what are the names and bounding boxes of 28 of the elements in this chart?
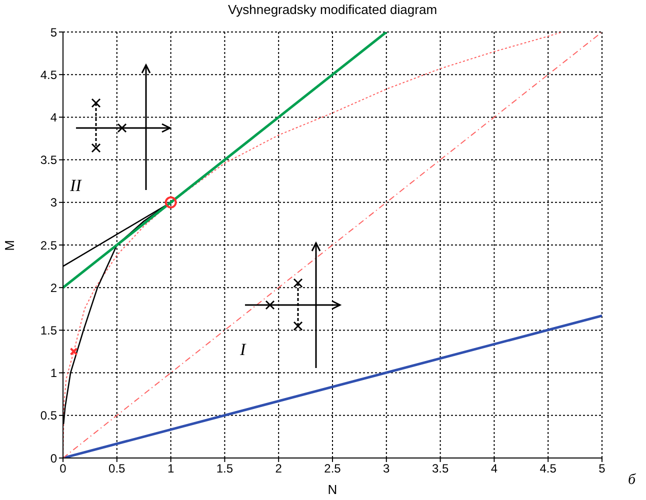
y-tick-label: 3	[50, 196, 58, 210]
y-tick-label: 1	[50, 366, 58, 380]
annotation: II	[70, 176, 82, 196]
x-tick-label: 3.5	[432, 462, 449, 476]
y-axis-title: M	[2, 240, 17, 251]
x-tick-label: 2	[275, 462, 282, 476]
y-tick-label: 2	[50, 280, 58, 295]
x-tick-label: 4	[490, 462, 498, 476]
x-tick-label: 1.5	[216, 462, 234, 476]
y-tick-label: 3.5	[40, 153, 58, 168]
x-axis-title: N	[326, 482, 338, 497]
y-tick-label: 2.5	[40, 238, 58, 252]
y-tick-label: 0.5	[40, 408, 58, 423]
x-tick-label: 4.5	[540, 462, 557, 476]
x-tick-label: 0.5	[108, 462, 126, 476]
x-tick-label: 0	[60, 462, 67, 476]
text: б	[628, 472, 636, 489]
annotation: I	[240, 340, 246, 360]
chart-title: Vyshnegradsky modificated diagram	[226, 2, 438, 17]
x-tick-label: 3	[383, 462, 390, 476]
y-tick-label: 4.5	[40, 68, 58, 82]
x-tick-label: 5	[598, 462, 606, 476]
y-tick-label: 5	[50, 25, 58, 40]
y-tick-label: 1.5	[40, 323, 58, 338]
y-tick-label: 4	[50, 110, 58, 124]
x-tick-label: 1	[167, 462, 174, 476]
x-tick-label: 2.5	[324, 462, 342, 476]
y-tick-label: 0	[50, 451, 58, 466]
